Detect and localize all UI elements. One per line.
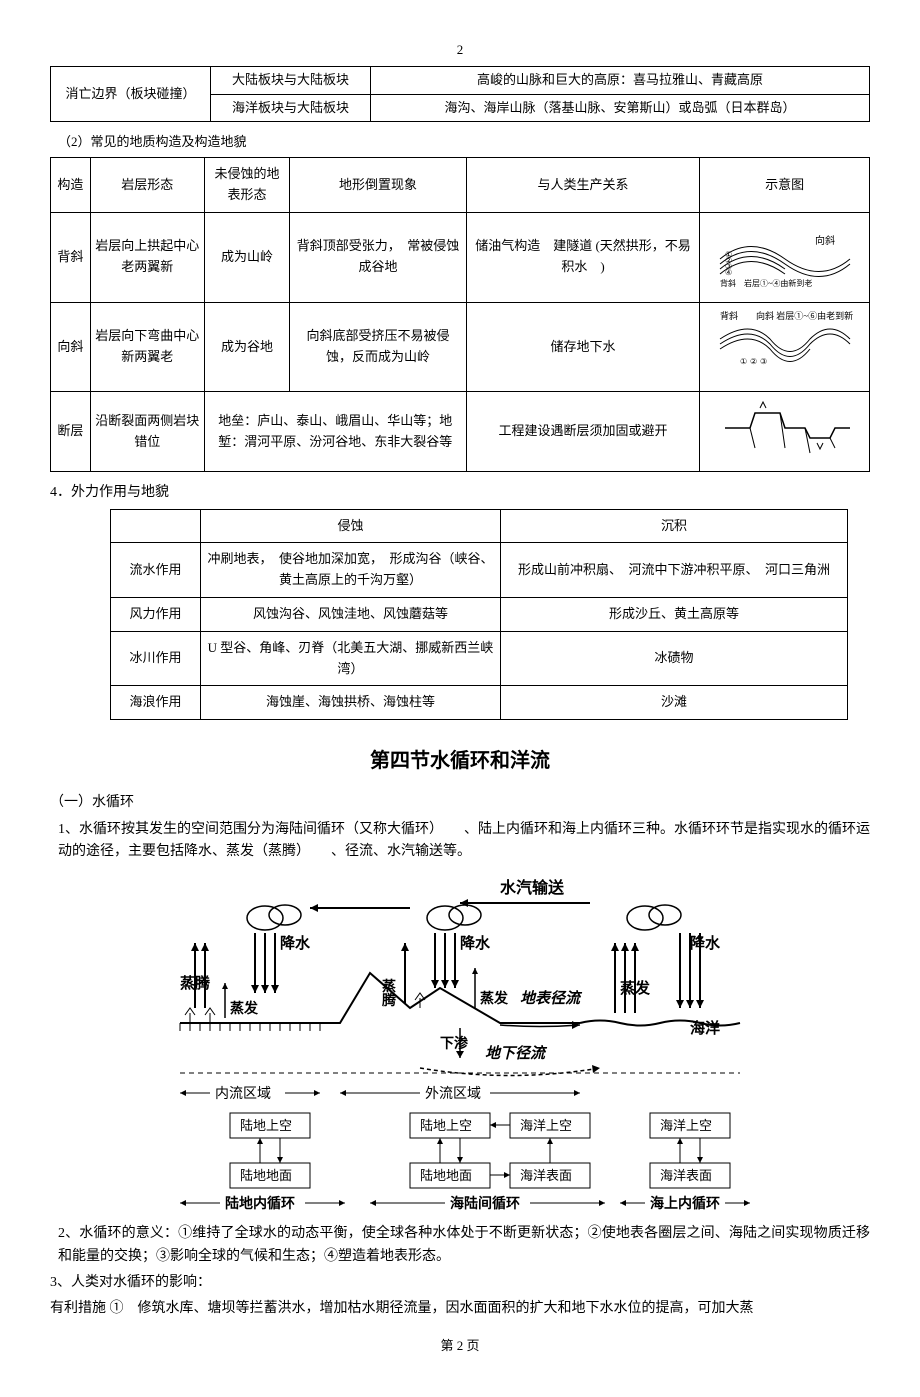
t2-r1c1: 背斜 [51, 212, 91, 302]
water-cycle-para3-heading: 3、人类对水循环的影响： [50, 1272, 870, 1294]
t3-r2c2: 风蚀沟谷、风蚀洼地、风蚀蘑菇等 [201, 597, 501, 631]
t3-r3c2: U 型谷、角峰、刃脊（北美五大湖、挪威新西兰峡湾） [201, 631, 501, 686]
t2-h6: 示意图 [700, 158, 870, 213]
t2-r3c1: 断层 [51, 392, 91, 472]
t2-r2c5: 储存地下水 [466, 302, 700, 392]
svg-text:①: ① [740, 357, 747, 366]
page-footer: 第 2 页 [50, 1336, 870, 1357]
heading-external-forces: 4．外力作用与地貌 [50, 482, 870, 504]
section-title: 第四节水循环和洋流 [50, 745, 870, 777]
water-cycle-heading: （一）水循环 [50, 792, 870, 814]
t1-r1c1: 消亡边界（板块碰撞） [51, 66, 211, 122]
t3-r4c2: 海蚀崖、海蚀拱桥、海蚀柱等 [201, 686, 501, 720]
t2-r3-diagram [700, 392, 870, 472]
water-cycle-para3: 有利措施 ① 修筑水库、塘坝等拦蓄洪水，增加枯水期径流量，因水面面积的扩大和地下… [50, 1298, 870, 1320]
svg-text:降水: 降水 [280, 934, 311, 952]
t1-r2c3: 海沟、海岸山脉（落基山脉、安第斯山）或岛弧（日本群岛） [371, 94, 870, 122]
t2-r1c5: 储油气构造 建隧道 (天然拱形，不易积水 ) [466, 212, 700, 302]
external-force-table: 侵蚀 沉积 流水作用 冲刷地表， 使谷地加深加宽， 形成沟谷（峡谷、黄土高原上的… [110, 509, 848, 721]
svg-text:蒸发: 蒸发 [480, 990, 509, 1007]
svg-text:水汽输送: 水汽输送 [500, 878, 565, 897]
t2-h2: 岩层形态 [90, 158, 204, 213]
plate-boundary-table: 消亡边界（板块碰撞） 大陆板块与大陆板块 高峻的山脉和巨大的高原：喜马拉雅山、青… [50, 66, 870, 123]
svg-text:海陆间循环: 海陆间循环 [450, 1195, 520, 1212]
t2-r1c3: 成为山岭 [204, 212, 289, 302]
t2-h5: 与人类生产关系 [466, 158, 700, 213]
t3-h2: 侵蚀 [201, 509, 501, 543]
water-cycle-diagram: 水汽输送 降水 降水 降水 蒸腾 [50, 873, 870, 1213]
water-cycle-para2: 2、水循环的意义：①维持了全球水的动态平衡，使全球各种水体处于不断更新状态；②使… [58, 1223, 870, 1268]
t3-r2c3: 形成沙丘、黄土高原等 [501, 597, 848, 631]
t3-r1c1: 流水作用 [111, 543, 201, 598]
svg-text:海洋表面: 海洋表面 [660, 1168, 712, 1183]
t2-r2-diagram: ① ② ③ 背斜 向斜 岩层①~⑥由老到新 [700, 302, 870, 392]
svg-text:背斜 岩层①~④由新到老: 背斜 岩层①~④由新到老 [720, 278, 812, 288]
svg-text:下渗: 下渗 [440, 1035, 469, 1052]
t2-r2c1: 向斜 [51, 302, 91, 392]
svg-text:③: ③ [760, 357, 767, 366]
t2-r2c2: 岩层向下弯曲中心新两翼老 [90, 302, 204, 392]
svg-text:向斜: 向斜 [815, 234, 835, 247]
t3-r1c3: 形成山前冲积扇、 河流中下游冲积平原、 河口三角洲 [501, 543, 848, 598]
svg-text:海洋上空: 海洋上空 [660, 1118, 712, 1133]
t3-r3c3: 冰碛物 [501, 631, 848, 686]
svg-text:地表径流: 地表径流 [520, 990, 583, 1007]
svg-text:②: ② [750, 357, 757, 366]
t2-h4: 地形倒置现象 [290, 158, 467, 213]
t2-r3c2: 沿断裂面两侧岩块错位 [90, 392, 204, 472]
svg-text:④: ④ [725, 268, 732, 277]
t1-r1c2: 大陆板块与大陆板块 [211, 66, 371, 94]
svg-text:海洋表面: 海洋表面 [520, 1168, 572, 1183]
t3-h3: 沉积 [501, 509, 848, 543]
t3-r3c1: 冰川作用 [111, 631, 201, 686]
svg-text:地下径流: 地下径流 [485, 1045, 548, 1062]
svg-text:海洋: 海洋 [690, 1019, 720, 1037]
svg-text:陆地上空: 陆地上空 [240, 1118, 292, 1133]
svg-text:降水: 降水 [690, 934, 721, 952]
sub-heading-tectonics: （2）常见的地质构造及构造地貌 [58, 132, 870, 153]
svg-text:内流区域: 内流区域 [215, 1086, 271, 1102]
page-number-top: 2 [50, 40, 870, 61]
t3-r2c1: 风力作用 [111, 597, 201, 631]
t2-h1: 构造 [51, 158, 91, 213]
t2-r3c5: 工程建设遇断层须加固或避开 [466, 392, 700, 472]
svg-text:海洋上空: 海洋上空 [520, 1118, 572, 1133]
t3-r1c2: 冲刷地表， 使谷地加深加宽， 形成沟谷（峡谷、黄土高原上的千沟万壑） [201, 543, 501, 598]
svg-text:蒸发: 蒸发 [230, 1000, 259, 1017]
svg-text:海上内循环: 海上内循环 [650, 1195, 720, 1212]
svg-text:陆地上空: 陆地上空 [420, 1118, 472, 1133]
t1-r1c3: 高峻的山脉和巨大的高原：喜马拉雅山、青藏高原 [371, 66, 870, 94]
t2-r2c3: 成为谷地 [204, 302, 289, 392]
t2-r1c2: 岩层向上拱起中心老两翼新 [90, 212, 204, 302]
svg-text:降水: 降水 [460, 934, 491, 952]
svg-text:陆地地面: 陆地地面 [240, 1168, 292, 1183]
t2-r1c4: 背斜顶部受张力， 常被侵蚀成谷地 [290, 212, 467, 302]
t2-r3c3: 地垒：庐山、泰山、峨眉山、华山等；地堑：渭河平原、汾河谷地、东非大裂谷等 [204, 392, 466, 472]
tectonic-structure-table: 构造 岩层形态 未侵蚀的地表形态 地形倒置现象 与人类生产关系 示意图 背斜 岩… [50, 157, 870, 472]
t3-r4c1: 海浪作用 [111, 686, 201, 720]
svg-text:外流区域: 外流区域 [425, 1086, 481, 1102]
svg-text:陆地地面: 陆地地面 [420, 1168, 472, 1183]
t1-r2c2: 海洋板块与大陆板块 [211, 94, 371, 122]
t2-r2c4: 向斜底部受挤压不易被侵蚀，反而成为山岭 [290, 302, 467, 392]
svg-text:陆地内循环: 陆地内循环 [225, 1195, 295, 1212]
t3-r4c3: 沙滩 [501, 686, 848, 720]
t3-h1 [111, 509, 201, 543]
svg-text:背斜 向斜 岩层①~⑥由老到新: 背斜 向斜 岩层①~⑥由老到新 [720, 310, 853, 321]
t2-r1-diagram: ① ② ③ ④ 向斜 背斜 岩层①~④由新到老 [700, 212, 870, 302]
water-cycle-para1: 1、水循环按其发生的空间范围分为海陆间循环（又称大循环） 、陆上内循环和海上内循… [58, 819, 870, 864]
t2-h3: 未侵蚀的地表形态 [204, 158, 289, 213]
